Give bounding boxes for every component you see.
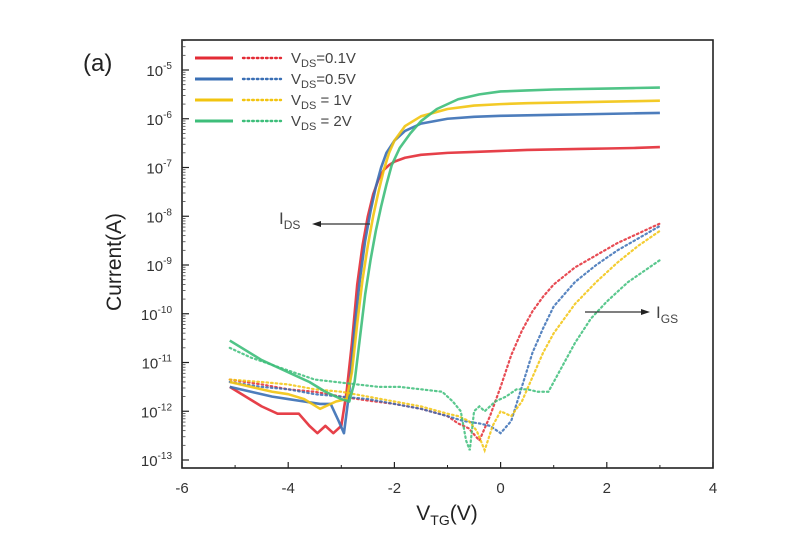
y-tick-exponent: -11	[158, 354, 172, 365]
y-tick-label: 10-5	[146, 61, 172, 80]
plot-data	[228, 86, 662, 454]
legend-label: VDS=0.5V	[291, 71, 356, 91]
annotation-label-gs: IGS	[656, 303, 678, 326]
y-tick-exponent: -10	[158, 305, 173, 316]
annotation-sub: DS	[284, 218, 301, 232]
y-tick-label: 10-10	[141, 305, 173, 324]
y-tick-label: 10-8	[146, 207, 172, 226]
y-tick-label: 10-13	[141, 451, 173, 470]
y-tick-exponent: -9	[163, 256, 172, 267]
y-tick-exponent: -6	[163, 110, 172, 121]
y-tick-exponent: -13	[158, 451, 173, 462]
annotation-main: I	[656, 303, 661, 322]
ticks: -6 -4 -2 0 2 410-510-610-710-810-910-1010-111…	[141, 40, 717, 497]
y-tick-base: 10	[146, 258, 163, 275]
legend-label-rest: = 2V	[316, 113, 351, 130]
y-tick-base: 10	[141, 453, 158, 470]
y-tick-label: 10-12	[141, 402, 173, 421]
x-tick-label: -4	[282, 480, 295, 497]
x-axis-title-suffix: (V)	[450, 502, 478, 525]
x-axis-title: VTG(V)	[416, 502, 477, 528]
legend-label: VDS = 2V	[291, 113, 352, 133]
legend-label-main: V	[291, 92, 301, 109]
y-tick-base: 10	[141, 307, 158, 324]
annotation-sub: GS	[661, 312, 678, 326]
annotation-main: I	[279, 209, 284, 228]
annotation-label-ds: IDS	[279, 209, 300, 232]
legend-label-sub: DS	[301, 121, 316, 133]
ids-line-v-ds-0-5v	[229, 111, 660, 435]
arrowhead-right-icon	[641, 309, 650, 315]
y-tick-base: 10	[146, 161, 163, 178]
legend-label-main: V	[291, 50, 301, 67]
x-tick-label: -6	[175, 480, 188, 497]
x-axis-title-main: V	[416, 502, 430, 525]
y-tick-exponent: -7	[163, 159, 172, 170]
y-tick-label: 10-9	[146, 256, 172, 275]
legend-label-sub: DS	[301, 79, 316, 91]
y-tick-base: 10	[146, 112, 163, 129]
y-tick-label: 10-11	[142, 354, 173, 373]
x-tick-label: 0	[496, 480, 504, 497]
y-tick-label: 10-6	[146, 110, 172, 129]
legend-label: VDS = 1V	[291, 92, 352, 112]
y-tick-base: 10	[141, 404, 158, 421]
legend-label: VDS=0.1V	[291, 50, 356, 70]
legend-label-rest: =0.5V	[316, 71, 356, 88]
legend-label-main: V	[291, 113, 301, 130]
x-tick-label: 2	[603, 480, 611, 497]
y-tick-base: 10	[142, 356, 159, 373]
y-tick-base: 10	[146, 63, 163, 80]
x-tick-label: 4	[709, 480, 717, 497]
x-axis-title-sub: TG	[430, 512, 449, 528]
legend-label-rest: =0.1V	[316, 50, 356, 67]
y-axis-title: Current(A)	[103, 213, 126, 311]
igs-line-v-ds-1v	[228, 229, 662, 454]
y-tick-exponent: -5	[163, 61, 172, 72]
legend-label-sub: DS	[301, 58, 316, 70]
y-tick-base: 10	[146, 209, 163, 226]
y-tick-label: 10-7	[146, 159, 172, 178]
arrowhead-left-icon	[312, 221, 321, 227]
legend-label-main: V	[291, 71, 301, 88]
ids-line-v-ds-1v	[229, 99, 660, 411]
x-tick-label: -2	[388, 480, 401, 497]
legend-label-sub: DS	[301, 100, 316, 112]
y-tick-exponent: -12	[158, 402, 173, 413]
ids-line-v-ds-2v	[229, 86, 660, 403]
y-tick-exponent: -8	[163, 207, 172, 218]
legend-label-rest: = 1V	[316, 92, 351, 109]
panel-label: (a)	[83, 50, 112, 77]
igs-line-v-ds-2v	[228, 259, 662, 451]
